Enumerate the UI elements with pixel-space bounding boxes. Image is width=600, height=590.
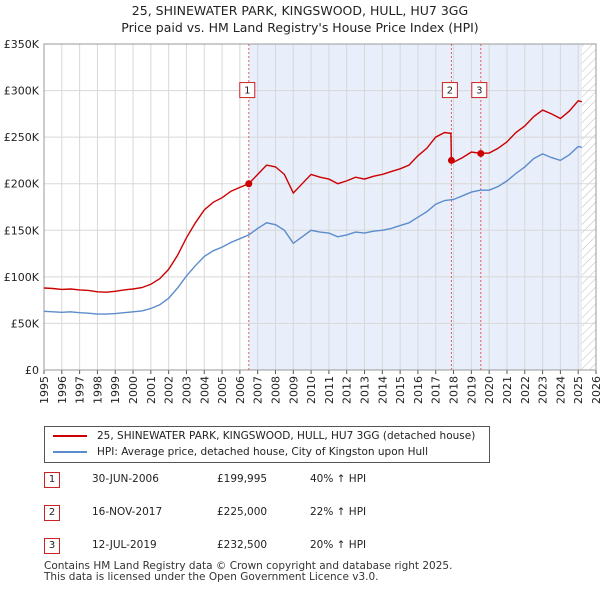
x-tick-label: 2007 <box>252 376 265 404</box>
footer-attribution: Contains HM Land Registry data © Crown c… <box>44 561 452 583</box>
sale-label-box <box>471 82 488 99</box>
legend-swatch-hpi <box>53 451 87 453</box>
sale-date: 16-NOV-2017 <box>92 506 163 518</box>
y-tick-label: £200K <box>4 178 40 191</box>
sale-number-badge: 1 <box>44 472 60 488</box>
footer-line-2: This data is licensed under the Open Gov… <box>44 571 379 583</box>
sale-date: 12-JUL-2019 <box>92 539 157 551</box>
sale-point <box>245 180 253 188</box>
sale-hpi-change: 20% ↑ HPI <box>310 539 367 551</box>
title-line-1: 25, SHINEWATER PARK, KINGSWOOD, HULL, HU… <box>131 3 469 18</box>
y-tick-label: £50K <box>11 317 40 330</box>
sale-label: 3 <box>476 86 482 97</box>
x-tick-label: 2006 <box>234 376 247 404</box>
legend-item-hpi: HPI: Average price, detached house, City… <box>53 444 428 460</box>
sale-hpi-change: 22% ↑ HPI <box>310 506 367 518</box>
x-tick-label: 2012 <box>341 376 354 404</box>
legend-label-hpi: HPI: Average price, detached house, City… <box>97 446 428 458</box>
sale-date: 30-JUN-2006 <box>92 473 159 485</box>
legend-swatch-property <box>53 435 87 437</box>
x-tick-label: 2009 <box>287 376 300 404</box>
y-tick-label: £100K <box>4 271 40 284</box>
x-tick-label: 2023 <box>537 376 550 404</box>
x-tick-label: 2016 <box>412 376 425 404</box>
x-tick-label: 1998 <box>91 376 104 404</box>
x-tick-label: 1999 <box>109 376 122 404</box>
x-tick-label: 2013 <box>359 376 372 404</box>
sale-row: 1 30-JUN-2006 £199,995 40% ↑ HPI <box>44 472 464 488</box>
legend-item-property: 25, SHINEWATER PARK, KINGSWOOD, HULL, HU… <box>53 428 475 444</box>
x-tick-label: 2020 <box>483 376 496 404</box>
x-tick-label: 2005 <box>216 376 229 404</box>
plot-frame <box>43 43 597 371</box>
x-tick-label: 2010 <box>305 376 318 404</box>
x-tick-label: 2001 <box>145 376 158 404</box>
y-tick-label: £350K <box>4 38 40 51</box>
sale-label: 2 <box>447 86 453 97</box>
x-tick-label: 2014 <box>376 376 389 404</box>
x-tick-label: 2018 <box>448 376 461 404</box>
x-tick-label: 2017 <box>430 376 443 404</box>
sale-label-box <box>239 82 256 99</box>
sale-number-badge: 2 <box>44 505 60 521</box>
hpi-line <box>43 145 582 315</box>
x-tick-label: 2002 <box>163 376 176 404</box>
sale-row: 3 12-JUL-2019 £232,500 20% ↑ HPI <box>44 538 464 554</box>
x-tick-label: 1997 <box>74 376 87 404</box>
x-tick-label: 2019 <box>465 376 478 404</box>
x-tick-label: 2022 <box>519 376 532 404</box>
x-tick-label: 2015 <box>394 376 407 404</box>
footer-line-1: Contains HM Land Registry data © Crown c… <box>44 560 453 572</box>
chart-title: 25, SHINEWATER PARK, KINGSWOOD, HULL, HU… <box>0 2 600 36</box>
shaded-period <box>248 44 582 370</box>
y-tick-label: £300K <box>4 85 40 98</box>
sale-point <box>447 156 455 164</box>
sale-price: £199,995 <box>217 473 268 485</box>
x-tick-label: 2003 <box>180 376 193 404</box>
sale-price: £225,000 <box>217 506 268 518</box>
sale-label-box <box>441 82 458 99</box>
y-tick-label: £150K <box>4 224 40 237</box>
sale-hpi-change: 40% ↑ HPI <box>310 473 367 485</box>
sale-price: £232,500 <box>217 539 268 551</box>
sale-label: 1 <box>244 86 250 97</box>
price-chart: £0 £50K £100K £150K £200K £250K £300K £350K 1995… <box>4 38 600 404</box>
legend: 25, SHINEWATER PARK, KINGSWOOD, HULL, HU… <box>44 426 490 463</box>
x-tick-label: 2008 <box>269 376 282 404</box>
x-tick-label: 2025 <box>572 376 585 404</box>
sale-number-badge: 3 <box>44 538 60 554</box>
future-hatch <box>581 44 596 370</box>
y-tick-label: £250K <box>4 131 40 144</box>
title-line-2: Price paid vs. HM Land Registry's House … <box>121 20 479 35</box>
x-tick-label: 2026 <box>590 376 600 404</box>
sale-row: 2 16-NOV-2017 £225,000 22% ↑ HPI <box>44 505 464 521</box>
x-tick-label: 2000 <box>127 376 140 404</box>
x-tick-label: 2004 <box>198 376 211 404</box>
x-tick-label: 1995 <box>38 376 51 404</box>
legend-label-property: 25, SHINEWATER PARK, KINGSWOOD, HULL, HU… <box>97 430 476 442</box>
sale-point <box>477 149 485 157</box>
property-price-line <box>43 100 582 293</box>
x-tick-label: 2024 <box>554 376 567 404</box>
x-tick-label: 2021 <box>501 376 514 404</box>
y-tick-label: £0 <box>25 364 39 377</box>
x-tick-label: 1996 <box>56 376 69 404</box>
x-tick-label: 2011 <box>323 376 336 404</box>
